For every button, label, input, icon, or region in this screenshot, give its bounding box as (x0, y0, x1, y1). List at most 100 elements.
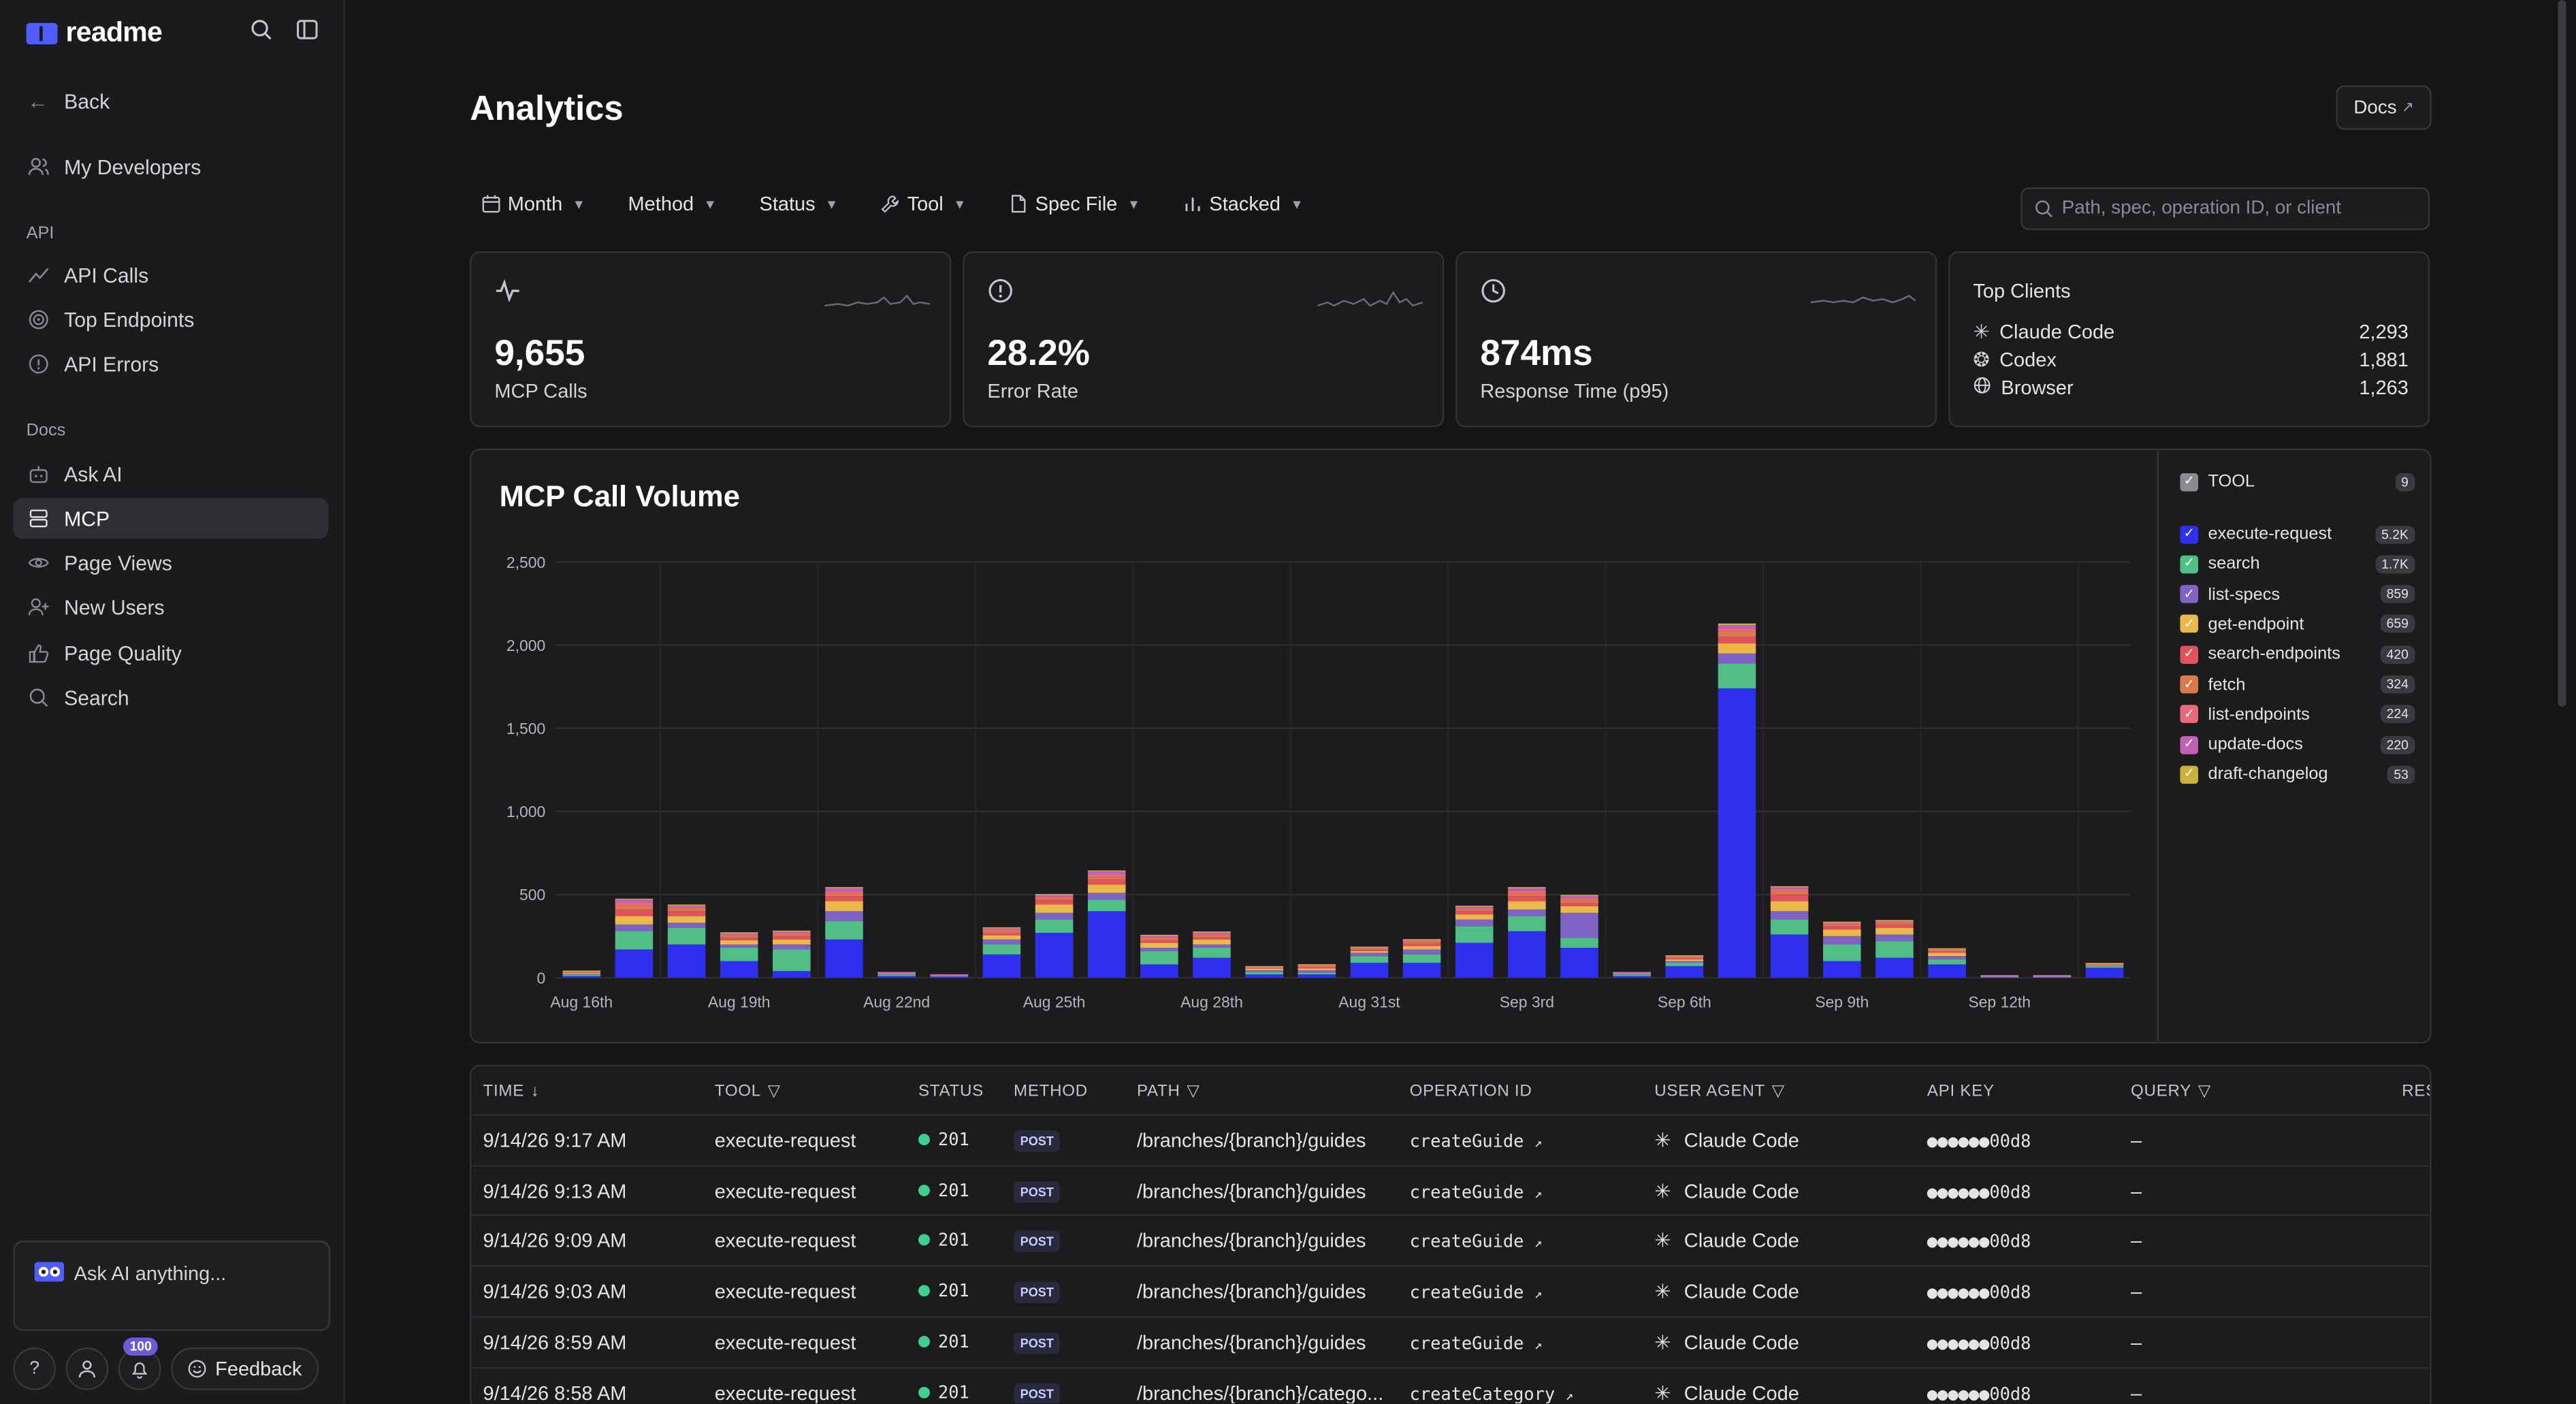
claude-icon: ✳ (1973, 320, 1990, 344)
operation-id-link[interactable]: createGuide (1409, 1182, 1524, 1202)
bar-segment (1508, 893, 1546, 897)
sidebar-item-my-developers[interactable]: My Developers (13, 146, 328, 187)
sidebar-toggle-icon[interactable] (295, 18, 322, 45)
table-row[interactable]: 9/14/26 9:03 AM execute-request 201 POST/br… (471, 1265, 2430, 1316)
legend-item[interactable]: ✓ get-endpoint 659 (2180, 614, 2415, 634)
filter-status[interactable]: Status ▼ (760, 192, 839, 215)
method-badge: POST (1014, 1231, 1061, 1253)
cell-operation-id[interactable]: createGuide ↗ (1410, 1132, 1543, 1152)
sidebar-item-page-views[interactable]: Page Views (13, 542, 328, 583)
sidebar-item-search[interactable]: Search (13, 677, 328, 718)
legend-item[interactable]: ✓ list-specs 859 (2180, 584, 2415, 604)
bar-segment (1928, 953, 1966, 957)
ask-ai-input[interactable]: Ask AI anything... (13, 1241, 331, 1331)
column-header-response[interactable]: RES (2402, 1083, 2430, 1101)
operation-id-link[interactable]: createGuide (1409, 1283, 1524, 1303)
page-scrollbar[interactable] (2558, 0, 2566, 707)
column-header-operation-id[interactable]: OPERATION ID (1410, 1083, 1532, 1101)
table-row[interactable]: 9/14/26 8:58 AM execute-request 201 POST/br… (471, 1366, 2430, 1403)
operation-id-link[interactable]: createGuide (1409, 1334, 1524, 1354)
bar-segment (2033, 976, 2072, 978)
sidebar-item-api-errors[interactable]: API Errors (13, 343, 328, 384)
alert-circle-icon (27, 353, 50, 376)
filter-label: Status (759, 192, 816, 216)
status-dot (918, 1184, 930, 1196)
cell-operation-id[interactable]: createGuide ↗ (1410, 1334, 1543, 1354)
bar-segment (1455, 926, 1494, 943)
legend-item[interactable]: ✓ execute-request 5.2K (2180, 524, 2415, 544)
status-code: 201 (937, 1181, 969, 1201)
operation-id-link[interactable]: createCategory (1409, 1384, 1556, 1403)
notifications-button[interactable]: 100 (118, 1337, 161, 1390)
client-row-claude-code[interactable]: ✳ Claude Code 2,293 (1973, 321, 2409, 344)
checkbox-icon: ✓ (2180, 765, 2198, 784)
column-header-status[interactable]: STATUS (918, 1083, 984, 1101)
sidebar-item-label: Page Quality (64, 641, 182, 665)
bar-segment (1140, 942, 1178, 948)
legend-item-label: search (2208, 554, 2260, 574)
column-header-time[interactable]: TIME ↓ (483, 1083, 540, 1101)
column-header-tool[interactable]: TOOL ▽ (715, 1083, 781, 1101)
bar-segment (1245, 972, 1283, 975)
sidebar-item-new-users[interactable]: New Users (13, 587, 328, 628)
column-header-user-agent[interactable]: USER AGENT ▽ (1654, 1083, 1785, 1101)
cell-operation-id[interactable]: createGuide ↗ (1410, 1233, 1543, 1253)
checkbox-icon: ✓ (2180, 735, 2198, 754)
column-header-method[interactable]: METHOD (1014, 1083, 1088, 1101)
cell-query: – (2131, 1381, 2142, 1403)
filter-spec-file[interactable]: Spec File ▼ (1009, 192, 1140, 215)
cell-status: 201 (918, 1383, 969, 1403)
feedback-button[interactable]: Feedback (170, 1347, 319, 1390)
help-button[interactable]: ? (13, 1347, 57, 1390)
profile-button[interactable] (65, 1347, 109, 1390)
filter-period[interactable]: Month ▼ (481, 192, 585, 215)
bar-segment (1455, 942, 1494, 978)
sidebar-item-top-endpoints[interactable]: Top Endpoints (13, 299, 328, 340)
metric-label: MCP Calls (494, 379, 587, 403)
table-row[interactable]: 9/14/26 8:59 AM execute-request 201 POST/br… (471, 1315, 2430, 1367)
sidebar-item-mcp[interactable]: MCP (13, 498, 329, 539)
docs-button[interactable]: Docs ↗ (2336, 85, 2432, 130)
cell-query: – (2131, 1280, 2142, 1303)
operation-id-link[interactable]: createGuide (1409, 1132, 1524, 1152)
legend-item[interactable]: ✓ search-endpoints 420 (2180, 644, 2415, 664)
column-header-path[interactable]: PATH ▽ (1137, 1083, 1200, 1101)
cell-operation-id[interactable]: createCategory ↗ (1410, 1384, 1574, 1403)
legend-item[interactable]: ✓ search 1.7K (2180, 554, 2415, 574)
table-row[interactable]: 9/14/26 9:13 AM execute-request 201 POST/br… (471, 1164, 2430, 1215)
sidebar-item-ask-ai[interactable]: Ask AI (13, 453, 328, 494)
method-badge: POST (1014, 1332, 1061, 1354)
filter-method[interactable]: Method ▼ (628, 192, 717, 215)
bar-segment (1140, 937, 1178, 939)
column-header-api-key[interactable]: API KEY (1927, 1083, 1995, 1101)
legend-item[interactable]: ✓ list-endpoints 224 (2180, 705, 2415, 724)
filter-tool[interactable]: Tool ▼ (881, 192, 966, 215)
client-row-browser[interactable]: Browser 1,263 (1973, 377, 2409, 399)
cell-operation-id[interactable]: createGuide ↗ (1410, 1183, 1543, 1202)
search-input[interactable] (2061, 199, 2424, 219)
search-box[interactable] (2020, 187, 2430, 230)
table-row[interactable]: 9/14/26 9:17 AM execute-request 201 POST/br… (471, 1114, 2430, 1165)
bar-segment (1875, 921, 1914, 923)
operation-id-link[interactable]: createGuide (1409, 1232, 1524, 1253)
search-icon[interactable] (250, 18, 276, 45)
client-row-codex[interactable]: ❂ Codex 1,881 (1973, 349, 2409, 372)
readme-logo[interactable]: readme (26, 16, 163, 49)
cell-operation-id[interactable]: createGuide ↗ (1410, 1283, 1543, 1303)
legend-item[interactable]: ✓ fetch 324 (2180, 675, 2415, 695)
bar-segment (667, 904, 706, 906)
legend-item[interactable]: ✓ draft-changelog 53 (2180, 765, 2415, 784)
sidebar-item-api-calls[interactable]: API Calls (13, 255, 328, 296)
cell-status: 201 (918, 1333, 969, 1352)
column-header-query[interactable]: QUERY ▽ (2131, 1083, 2211, 1101)
table-row[interactable]: 9/14/26 9:09 AM execute-request 201 POST/br… (471, 1215, 2430, 1266)
status-dot (918, 1134, 930, 1146)
bar-segment (1770, 934, 1809, 978)
back-link[interactable]: ← Back (13, 80, 328, 121)
bar-segment (615, 903, 654, 906)
filter-icon: ▽ (1187, 1083, 1200, 1101)
legend-tool-toggle[interactable]: ✓ TOOL 9 (2180, 472, 2415, 492)
filter-chart-mode[interactable]: Stacked ▼ (1183, 192, 1304, 215)
legend-item[interactable]: ✓ update-docs 220 (2180, 735, 2415, 754)
sidebar-item-page-quality[interactable]: Page Quality (13, 633, 328, 673)
